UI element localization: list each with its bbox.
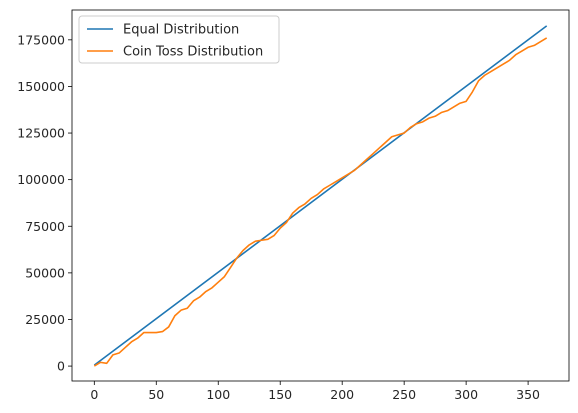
x-tick-label: 250 (392, 387, 416, 402)
x-tick-label: 100 (206, 387, 230, 402)
series-line-1 (93, 25, 548, 366)
y-tick-label: 175000 (17, 32, 65, 47)
y-tick-label: 25000 (25, 312, 65, 327)
x-tick-label: 50 (148, 387, 164, 402)
legend-label-1: Equal Distribution (123, 23, 239, 38)
y-tick-label: 150000 (17, 79, 65, 94)
y-axis: 0 25000 50000 75000 100000 125000 150000 175000 (17, 32, 72, 374)
y-tick-label: 75000 (25, 219, 65, 234)
plot-frame (71, 9, 570, 382)
x-tick-label: 200 (330, 387, 354, 402)
x-tick-label: 0 (90, 387, 98, 402)
legend-label-2: Coin Toss Distribution (123, 45, 263, 60)
y-tick-label: 125000 (17, 126, 65, 141)
legend: Equal Distribution Coin Toss Distribution (78, 15, 280, 64)
x-tick-label: 300 (454, 387, 478, 402)
x-tick-label: 150 (268, 387, 292, 402)
y-tick-label: 0 (57, 359, 65, 374)
series-layer (93, 25, 548, 367)
legend-box (78, 15, 280, 64)
x-axis: 0 50 100 150 200 250 300 350 (90, 381, 540, 402)
y-tick-label: 100000 (17, 172, 65, 187)
y-tick-label: 50000 (25, 265, 65, 280)
x-tick-label: 350 (516, 387, 540, 402)
series-line-2 (93, 37, 548, 367)
